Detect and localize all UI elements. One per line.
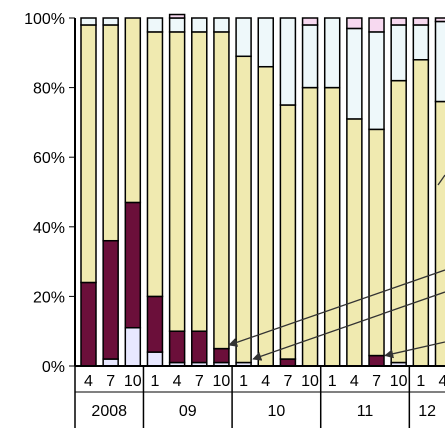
- bar-segment: [412, 59, 430, 367]
- annotation-arrow: [252, 291, 445, 361]
- bar-segment: [213, 17, 230, 33]
- annotation-arrow: [384, 341, 445, 359]
- year-group-label: 09: [179, 403, 197, 420]
- y-axis: 0% 20% 40% 60% 80% 100%: [24, 11, 76, 376]
- bar-segment: [301, 24, 319, 89]
- bar-segment: [346, 27, 363, 120]
- annotation-arrow: [437, 174, 445, 186]
- year-group-label: 12: [418, 403, 436, 420]
- x-tick-label: 7: [195, 373, 204, 390]
- bar-segment: [390, 79, 407, 364]
- bar-segment: [301, 17, 319, 26]
- bar-segment: [368, 31, 385, 131]
- bar-segment: [257, 17, 274, 68]
- bar-segment: [168, 31, 186, 332]
- bar-segment: [102, 239, 119, 360]
- bar-segment: [146, 17, 164, 33]
- bar-segment: [213, 31, 230, 350]
- y-tick-label: 80%: [33, 81, 65, 98]
- bar-segment: [235, 55, 252, 364]
- x-tick-label: 10: [213, 373, 231, 390]
- bar-segment: [390, 24, 407, 82]
- bar-segment: [191, 17, 208, 33]
- bar-segment: [235, 17, 252, 58]
- bar-segment: [191, 31, 208, 332]
- bar-segment: [124, 17, 142, 204]
- bar-segment: [434, 17, 445, 23]
- bar-segment: [146, 295, 164, 353]
- bar-segment: [412, 24, 430, 61]
- x-tick-label: 7: [372, 373, 381, 390]
- bar-segment: [213, 347, 230, 364]
- y-tick-label: 40%: [33, 220, 65, 237]
- annotation-arrow: [228, 269, 445, 347]
- annotation-arrows: [228, 174, 445, 361]
- x-tick-label: 1: [151, 373, 160, 390]
- x-tick-label: 4: [439, 373, 445, 390]
- x-tick-label: 10: [124, 373, 142, 390]
- bar-segment: [434, 20, 445, 103]
- year-group-label: 11: [357, 403, 374, 420]
- bar-segment: [102, 358, 119, 367]
- bar-segment: [124, 201, 142, 329]
- year-group-label: 10: [268, 403, 286, 420]
- x-tick-label: 10: [390, 373, 408, 390]
- x-tick-label: 10: [301, 373, 319, 390]
- bar-segment: [102, 17, 119, 26]
- bar-segment: [124, 326, 142, 367]
- bar-segment: [368, 17, 385, 33]
- bar-segment: [168, 13, 186, 19]
- bar-segment: [191, 330, 208, 364]
- bar-segment: [168, 17, 186, 33]
- bar-segment: [323, 17, 341, 89]
- bar-segment: [323, 86, 341, 367]
- bar-segment: [146, 351, 164, 367]
- bar-segment: [168, 330, 186, 364]
- bar-segment: [279, 358, 297, 367]
- bar-segment: [80, 17, 97, 26]
- bar-segment: [279, 17, 297, 106]
- bar-segment: [102, 24, 119, 242]
- year-group-label: 2008: [91, 403, 127, 420]
- bar-segment: [412, 17, 430, 26]
- y-tick-label: 20%: [33, 289, 65, 306]
- bar-segment: [80, 24, 97, 284]
- bar-segment: [80, 281, 97, 367]
- bar-segment: [368, 354, 385, 367]
- bars-layer: [80, 13, 445, 367]
- bar-segment: [390, 17, 407, 26]
- bar-segment: [146, 31, 164, 298]
- x-tick-label: 4: [350, 373, 359, 390]
- bar-segment: [279, 104, 297, 360]
- x-tick-label: 4: [173, 373, 182, 390]
- bar-segment: [434, 100, 445, 367]
- x-tick-label: 7: [283, 373, 292, 390]
- x-tick-label: 1: [328, 373, 337, 390]
- y-tick-label: 60%: [33, 150, 65, 167]
- x-tick-label: 7: [106, 373, 115, 390]
- bar-segment: [346, 17, 363, 30]
- bar-segment: [301, 86, 319, 367]
- bar-segment: [257, 65, 274, 367]
- bar-segment: [368, 128, 385, 357]
- y-tick-label: 100%: [24, 11, 65, 28]
- x-tick-label: 1: [416, 373, 425, 390]
- y-tick-label: 0%: [42, 359, 65, 376]
- x-tick-label: 4: [261, 373, 270, 390]
- x-tick-label: 1: [239, 373, 248, 390]
- x-tick-label: 4: [84, 373, 93, 390]
- bar-segment: [346, 118, 363, 367]
